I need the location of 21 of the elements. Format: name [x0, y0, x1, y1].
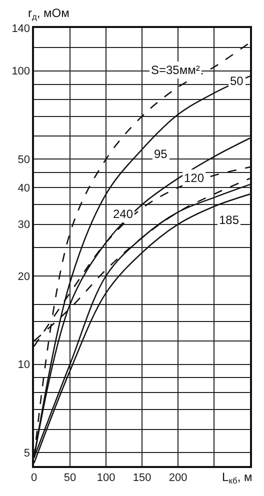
annotation: 95 [154, 147, 168, 161]
annotation: 120 [184, 171, 204, 185]
x-tick-label: 150 [132, 472, 152, 484]
x-tick-label: 200 [168, 472, 188, 484]
y-tick-label: 50 [18, 154, 30, 166]
y-axis-title: r$_{д}$, мОм [28, 6, 70, 22]
annotation: S=35мм² [151, 63, 200, 77]
y-tick-label: 30 [18, 219, 30, 232]
x-axis-title: L$_{кб}$, м [222, 470, 252, 486]
annotation: 240 [113, 207, 134, 221]
y-tick-label: 140 [12, 22, 30, 35]
y-tick-label: 20 [18, 270, 30, 283]
x-tick-label: 100 [96, 472, 116, 484]
annotation: 50 [230, 74, 244, 88]
annotation: 185 [219, 213, 240, 227]
y-tick-label: 10 [18, 359, 30, 372]
y-tick-label: 100 [12, 66, 30, 78]
y-tick-label: 40 [18, 182, 30, 194]
x-tick-label: 50 [64, 472, 76, 484]
x-tick-label: 0 [30, 472, 38, 484]
y-tick-label: 5 [24, 447, 30, 460]
